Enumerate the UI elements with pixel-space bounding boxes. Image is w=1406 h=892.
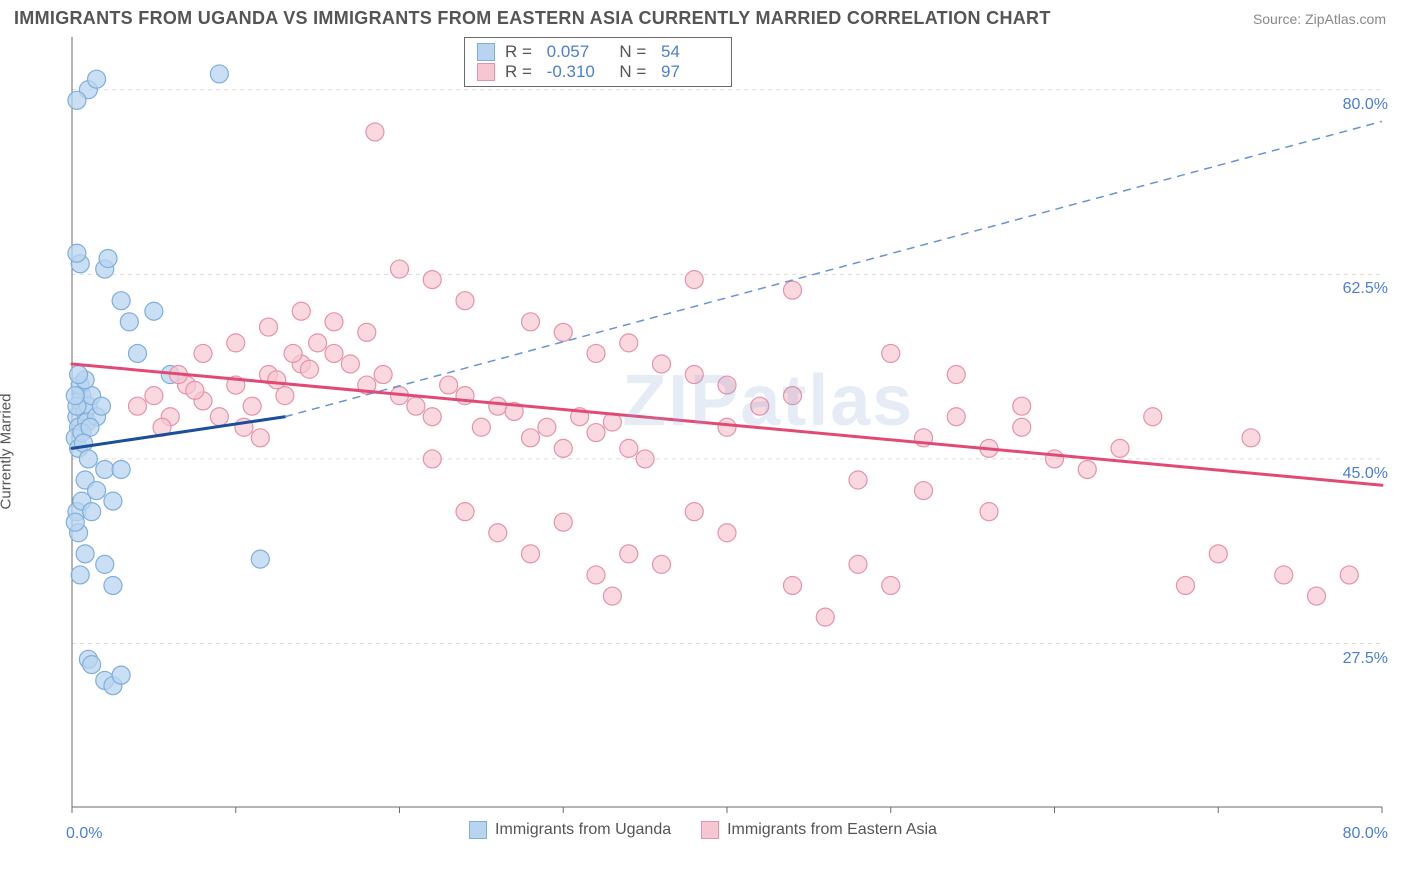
source-label: Source: ZipAtlas.com bbox=[1253, 11, 1386, 27]
legend-n-value: 97 bbox=[661, 62, 719, 82]
legend-row: R = -0.310 N = 97 bbox=[477, 62, 719, 82]
y-tick-label: 45.0% bbox=[1343, 465, 1388, 483]
y-axis-label: Currently Married bbox=[0, 394, 15, 510]
legend-swatch bbox=[701, 821, 719, 839]
legend-row: R = 0.057 N = 54 bbox=[477, 42, 719, 62]
legend-swatch bbox=[469, 821, 487, 839]
y-tick-label: 62.5% bbox=[1343, 280, 1388, 298]
scatter-plot bbox=[14, 33, 1392, 813]
series-legend-item: Immigrants from Eastern Asia bbox=[701, 821, 937, 839]
y-tick-label: 27.5% bbox=[1343, 650, 1388, 668]
chart-title: IMMIGRANTS FROM UGANDA VS IMMIGRANTS FRO… bbox=[14, 8, 1051, 29]
legend-r-value: -0.310 bbox=[547, 62, 605, 82]
legend-r-value: 0.057 bbox=[547, 42, 605, 62]
legend-n-value: 54 bbox=[661, 42, 719, 62]
header: IMMIGRANTS FROM UGANDA VS IMMIGRANTS FRO… bbox=[0, 0, 1406, 33]
correlation-legend: R = 0.057 N = 54R = -0.310 N = 97 bbox=[464, 37, 732, 87]
series-legend-label: Immigrants from Uganda bbox=[495, 821, 671, 839]
legend-swatch bbox=[477, 43, 495, 61]
series-legend: Immigrants from Uganda Immigrants from Ea… bbox=[14, 821, 1392, 839]
legend-swatch bbox=[477, 63, 495, 81]
legend-r-label: R = bbox=[505, 42, 537, 62]
chart-container: Currently Married ZIPatlas R = 0.057 N =… bbox=[14, 33, 1392, 853]
legend-n-label: N = bbox=[615, 42, 651, 62]
legend-r-label: R = bbox=[505, 62, 537, 82]
series-legend-item: Immigrants from Uganda bbox=[469, 821, 671, 839]
legend-n-label: N = bbox=[615, 62, 651, 82]
y-tick-label: 80.0% bbox=[1343, 96, 1388, 114]
series-legend-label: Immigrants from Eastern Asia bbox=[727, 821, 937, 839]
